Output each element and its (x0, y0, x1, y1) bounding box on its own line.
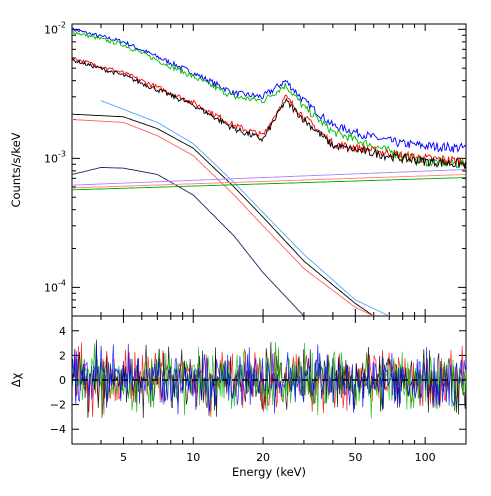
y-tick-label: −2 (50, 399, 66, 412)
x-axis-label: Energy (keV) (232, 465, 306, 479)
lower-axis-ticks: −4 −2 0 2 4 5 10 20 50 100 (50, 316, 466, 464)
residual-line (72, 343, 466, 415)
spectral-model-component-line (72, 169, 466, 186)
x-tick-label: 100 (415, 451, 436, 464)
spectral-model-component-line (72, 113, 374, 316)
x-tick-label: 20 (256, 451, 270, 464)
y-tick-label: 2 (59, 349, 66, 362)
residual-line (72, 341, 466, 419)
spectrum-data-line (72, 58, 466, 169)
y-tick-label: 4 (59, 325, 66, 338)
upper-panel-frame (71, 23, 467, 317)
y-tick-label: 0 (59, 374, 66, 387)
spectral-model-component-line (72, 177, 466, 191)
x-tick-label: 10 (186, 451, 200, 464)
spectrum-data-line (72, 30, 466, 170)
upper-axis-ticks: 10-2 10-3 10-4 (44, 20, 466, 317)
x-tick-label: 5 (120, 451, 127, 464)
y-tick-label: 10-2 (44, 20, 66, 36)
spectrum-data-line (72, 27, 466, 153)
spectral-model-component-line (72, 167, 305, 316)
spectrum-data-line (72, 57, 466, 167)
y-tick-label: −4 (50, 423, 66, 436)
y-axis-label-delta-chi: Δχ (9, 372, 23, 387)
spectral-model-component-line (72, 119, 374, 316)
spectrum-series (72, 27, 466, 316)
spectral-model-component-line (100, 100, 390, 316)
spectral-model-component-line (72, 174, 466, 189)
y-axis-label-counts: Counts/s/keV (9, 132, 23, 207)
y-tick-label: 10-3 (44, 149, 66, 165)
y-tick-label: 10-4 (44, 278, 66, 294)
residual-series (72, 339, 466, 419)
x-tick-label: 50 (348, 451, 362, 464)
